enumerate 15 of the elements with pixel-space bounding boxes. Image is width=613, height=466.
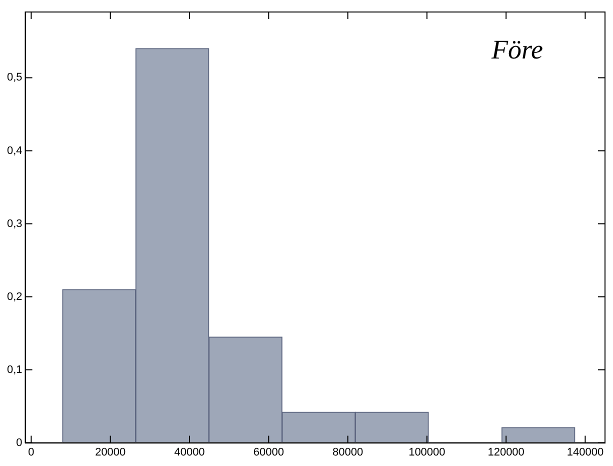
x-tick-label: 140000 (566, 446, 604, 458)
x-tick-label: 120000 (488, 446, 524, 458)
y-tick-label: 0,4 (6, 144, 22, 157)
y-tick-label: 0,5 (6, 72, 22, 84)
x-tick-label: 40000 (174, 446, 205, 458)
y-tick-label: 0,3 (6, 218, 22, 230)
x-tick-label: 80000 (332, 446, 364, 458)
x-tick-label: 20000 (95, 446, 126, 458)
y-tick-label: 0,1 (6, 364, 22, 376)
x-tick-label: 0 (28, 446, 34, 458)
text: Före (490, 34, 544, 65)
y-tick-label: 0,2 (6, 290, 22, 303)
x-tick-label: 100000 (408, 446, 446, 458)
x-tick-label: 60000 (253, 446, 284, 458)
y-tick-label: 0 (16, 436, 22, 449)
